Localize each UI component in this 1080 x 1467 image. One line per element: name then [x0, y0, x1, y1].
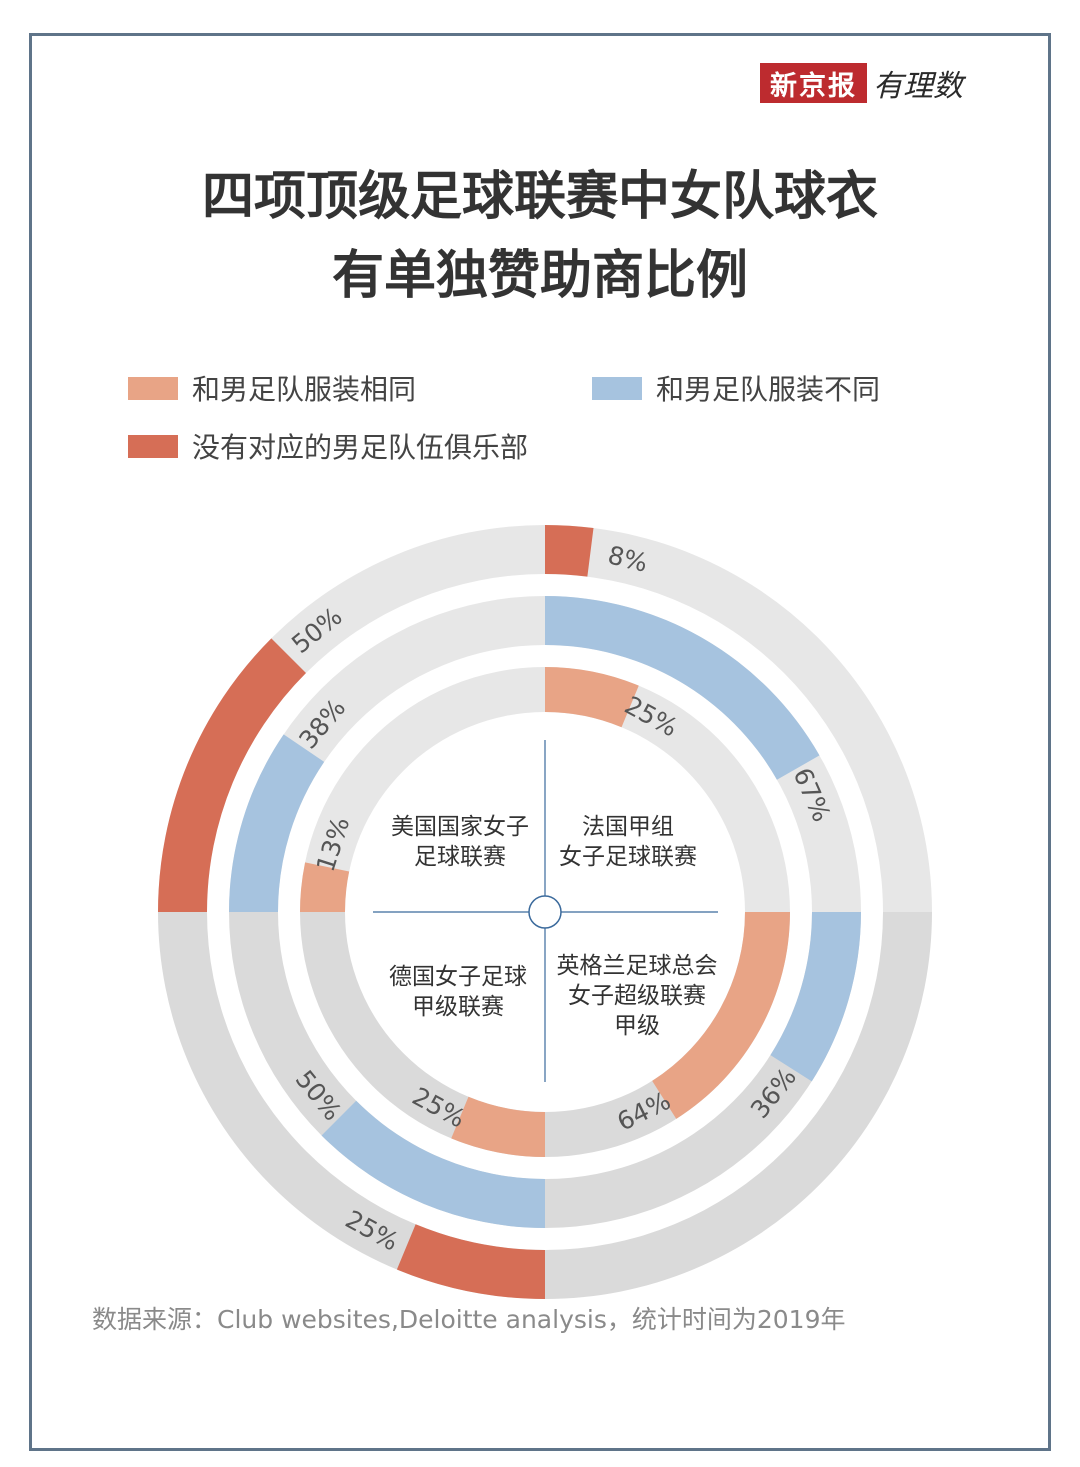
legend-label-no-club: 没有对应的男足队伍俱乐部 [192, 431, 529, 464]
category-label-frauen-2: 甲级联赛 [412, 994, 504, 1020]
bar-no-club-frauen [396, 1224, 545, 1299]
category-label-ligue-2: 女子足球联赛 [559, 844, 697, 870]
legend-label-same: 和男足队服装相同 [192, 373, 417, 406]
bar-different-ligue [545, 596, 820, 780]
category-label-wsl-2: 女子超级联赛 [568, 983, 706, 1009]
bar-same-nwsl [300, 862, 350, 912]
legend-label-different: 和男足队服装不同 [656, 373, 881, 406]
category-label-wsl-3: 甲级 [614, 1013, 660, 1039]
legend-swatch-same [128, 376, 178, 400]
data-source: 数据来源：Club websites,Deloitte analysis，统计时… [92, 1305, 846, 1334]
category-label-ligue-1: 法国甲组 [582, 814, 674, 840]
bar-different-nwsl [229, 734, 325, 912]
bar-different-wsl [770, 912, 861, 1082]
center-circle [528, 895, 562, 929]
title-line-1: 四项顶级足球联赛中女队球衣 [201, 167, 878, 227]
bar-same-ligue [545, 667, 639, 728]
legend-swatch-different [592, 376, 642, 400]
bar-same-frauen [451, 1096, 545, 1157]
category-label-wsl-1: 英格兰足球总会 [557, 953, 718, 979]
legend-item-same: 和男足队服装相同 [128, 368, 416, 408]
bar-same-wsl [652, 912, 790, 1119]
bar-no-club-nwsl [158, 638, 306, 912]
legend-item-no-club: 没有对应的男足队伍俱乐部 [128, 426, 528, 466]
legend-swatch-no-club [128, 434, 178, 458]
track-no-club-wsl [545, 912, 932, 1299]
bar-no-club-ligue [545, 525, 594, 577]
category-label-nwsl-2: 足球联赛 [414, 844, 506, 870]
category-label-frauen-1: 德国女子足球 [389, 964, 527, 990]
bar-different-frauen [321, 1100, 545, 1228]
logo-brand-box: 新京报 [760, 63, 867, 103]
category-label-nwsl-1: 美国国家女子 [391, 814, 529, 840]
title-line-2: 有单独赞助商比例 [331, 246, 748, 306]
legend-item-different: 和男足队服装不同 [592, 368, 880, 408]
brand-logo: 新京报 有理数 [760, 60, 963, 106]
logo-script: 有理数 [873, 69, 963, 104]
